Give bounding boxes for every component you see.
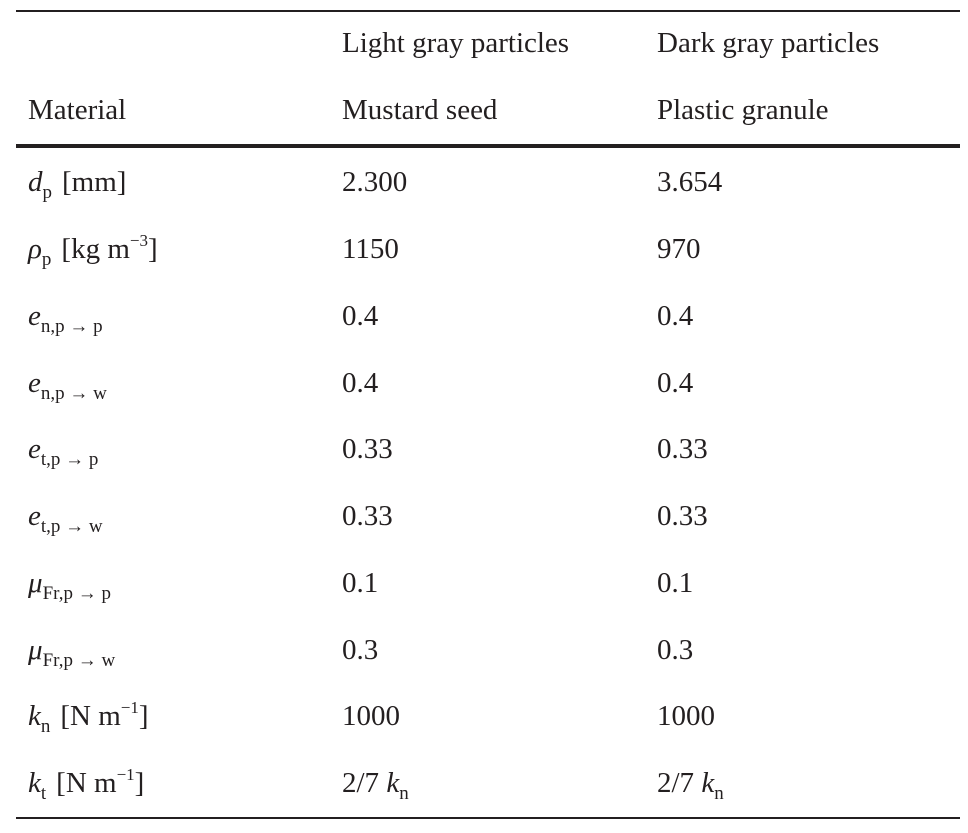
subscript: Fr,p → p (42, 583, 111, 604)
header-light-gray: Light gray particles (342, 27, 570, 59)
value-light-kn: 1000 (342, 700, 400, 732)
value-light-en-pw: 0.4 (342, 367, 379, 399)
header-mustard-seed: Mustard seed (342, 94, 498, 126)
row-label-en-pw: en,p → w (28, 366, 107, 404)
row-label-dp: dp [mm] (28, 165, 126, 203)
value-dark-mu-pp: 0.1 (657, 567, 694, 599)
header-rule (16, 144, 960, 148)
unit: [N m (60, 700, 121, 732)
value-light-kt: 2/7 kn (342, 766, 409, 804)
value-dark-dp: 3.654 (657, 166, 723, 198)
subscript: n,p → p (40, 316, 103, 337)
value-dark-et-pw: 0.33 (657, 500, 708, 532)
value-light-et-pw: 0.33 (342, 500, 393, 532)
unit-close: ] (138, 700, 149, 732)
symbol: μ (28, 567, 43, 599)
header-plastic-granule: Plastic granule (657, 94, 829, 126)
unit-exponent: −1 (120, 698, 139, 717)
value-light-mu-pw: 0.3 (342, 634, 379, 666)
kt-symbol: k (701, 767, 715, 799)
symbol: k (28, 767, 41, 799)
value-dark-et-pp: 0.33 (657, 433, 708, 465)
subscript: n,p → w (40, 383, 107, 404)
unit-exponent: −1 (116, 765, 135, 784)
header-dark-gray: Dark gray particles (657, 27, 880, 59)
subscript: p (42, 182, 53, 203)
row-label-kt: kt [N m−1] (28, 765, 145, 804)
unit: [N m (56, 767, 117, 799)
value-dark-en-pw: 0.4 (657, 367, 694, 399)
value-dark-rho: 970 (657, 233, 701, 265)
unit-close: ] (134, 767, 145, 799)
row-label-mu-pp: μFr,p → p (28, 566, 111, 604)
top-rule (16, 10, 960, 12)
symbol: k (28, 700, 41, 732)
value-dark-en-pp: 0.4 (657, 300, 694, 332)
subscript: n (40, 716, 51, 737)
row-label-kn: kn [N m−1] (28, 698, 149, 737)
symbol: e (28, 300, 41, 332)
kt-prefix: 2/7 (342, 767, 380, 799)
subscript: t,p → w (40, 516, 103, 537)
row-label-rho: ρp [kg m−3] (28, 231, 158, 270)
symbol: e (28, 433, 41, 465)
row-label-mu-pw: μFr,p → w (28, 633, 115, 671)
header-material: Material (28, 94, 127, 126)
bottom-rule (16, 817, 960, 819)
symbol: e (28, 500, 41, 532)
kt-prefix: 2/7 (657, 767, 695, 799)
unit: [kg m (61, 233, 130, 265)
value-light-mu-pp: 0.1 (342, 567, 379, 599)
row-label-et-pw: et,p → w (28, 499, 103, 537)
value-light-rho: 1150 (342, 233, 399, 265)
row-label-en-pp: en,p → p (28, 299, 103, 337)
subscript: t,p → p (40, 449, 99, 470)
value-light-et-pp: 0.33 (342, 433, 393, 465)
symbol: d (28, 166, 43, 198)
row-label-et-pp: et,p → p (28, 432, 98, 470)
unit: [mm] (62, 166, 127, 198)
value-light-dp: 2.300 (342, 166, 408, 198)
value-light-en-pp: 0.4 (342, 300, 379, 332)
kt-subscript: n (399, 783, 409, 804)
subscript: Fr,p → w (42, 650, 116, 671)
unit-exponent: −3 (129, 231, 148, 250)
subscript: t (40, 783, 47, 804)
kt-subscript: n (714, 783, 724, 804)
symbol: ρ (28, 233, 42, 265)
symbol: e (28, 367, 41, 399)
kt-symbol: k (386, 767, 400, 799)
symbol: μ (28, 634, 43, 666)
unit-close: ] (147, 233, 158, 265)
value-dark-kt: 2/7 kn (657, 766, 724, 804)
value-dark-kn: 1000 (657, 700, 715, 732)
subscript: p (41, 249, 52, 270)
value-dark-mu-pw: 0.3 (657, 634, 694, 666)
